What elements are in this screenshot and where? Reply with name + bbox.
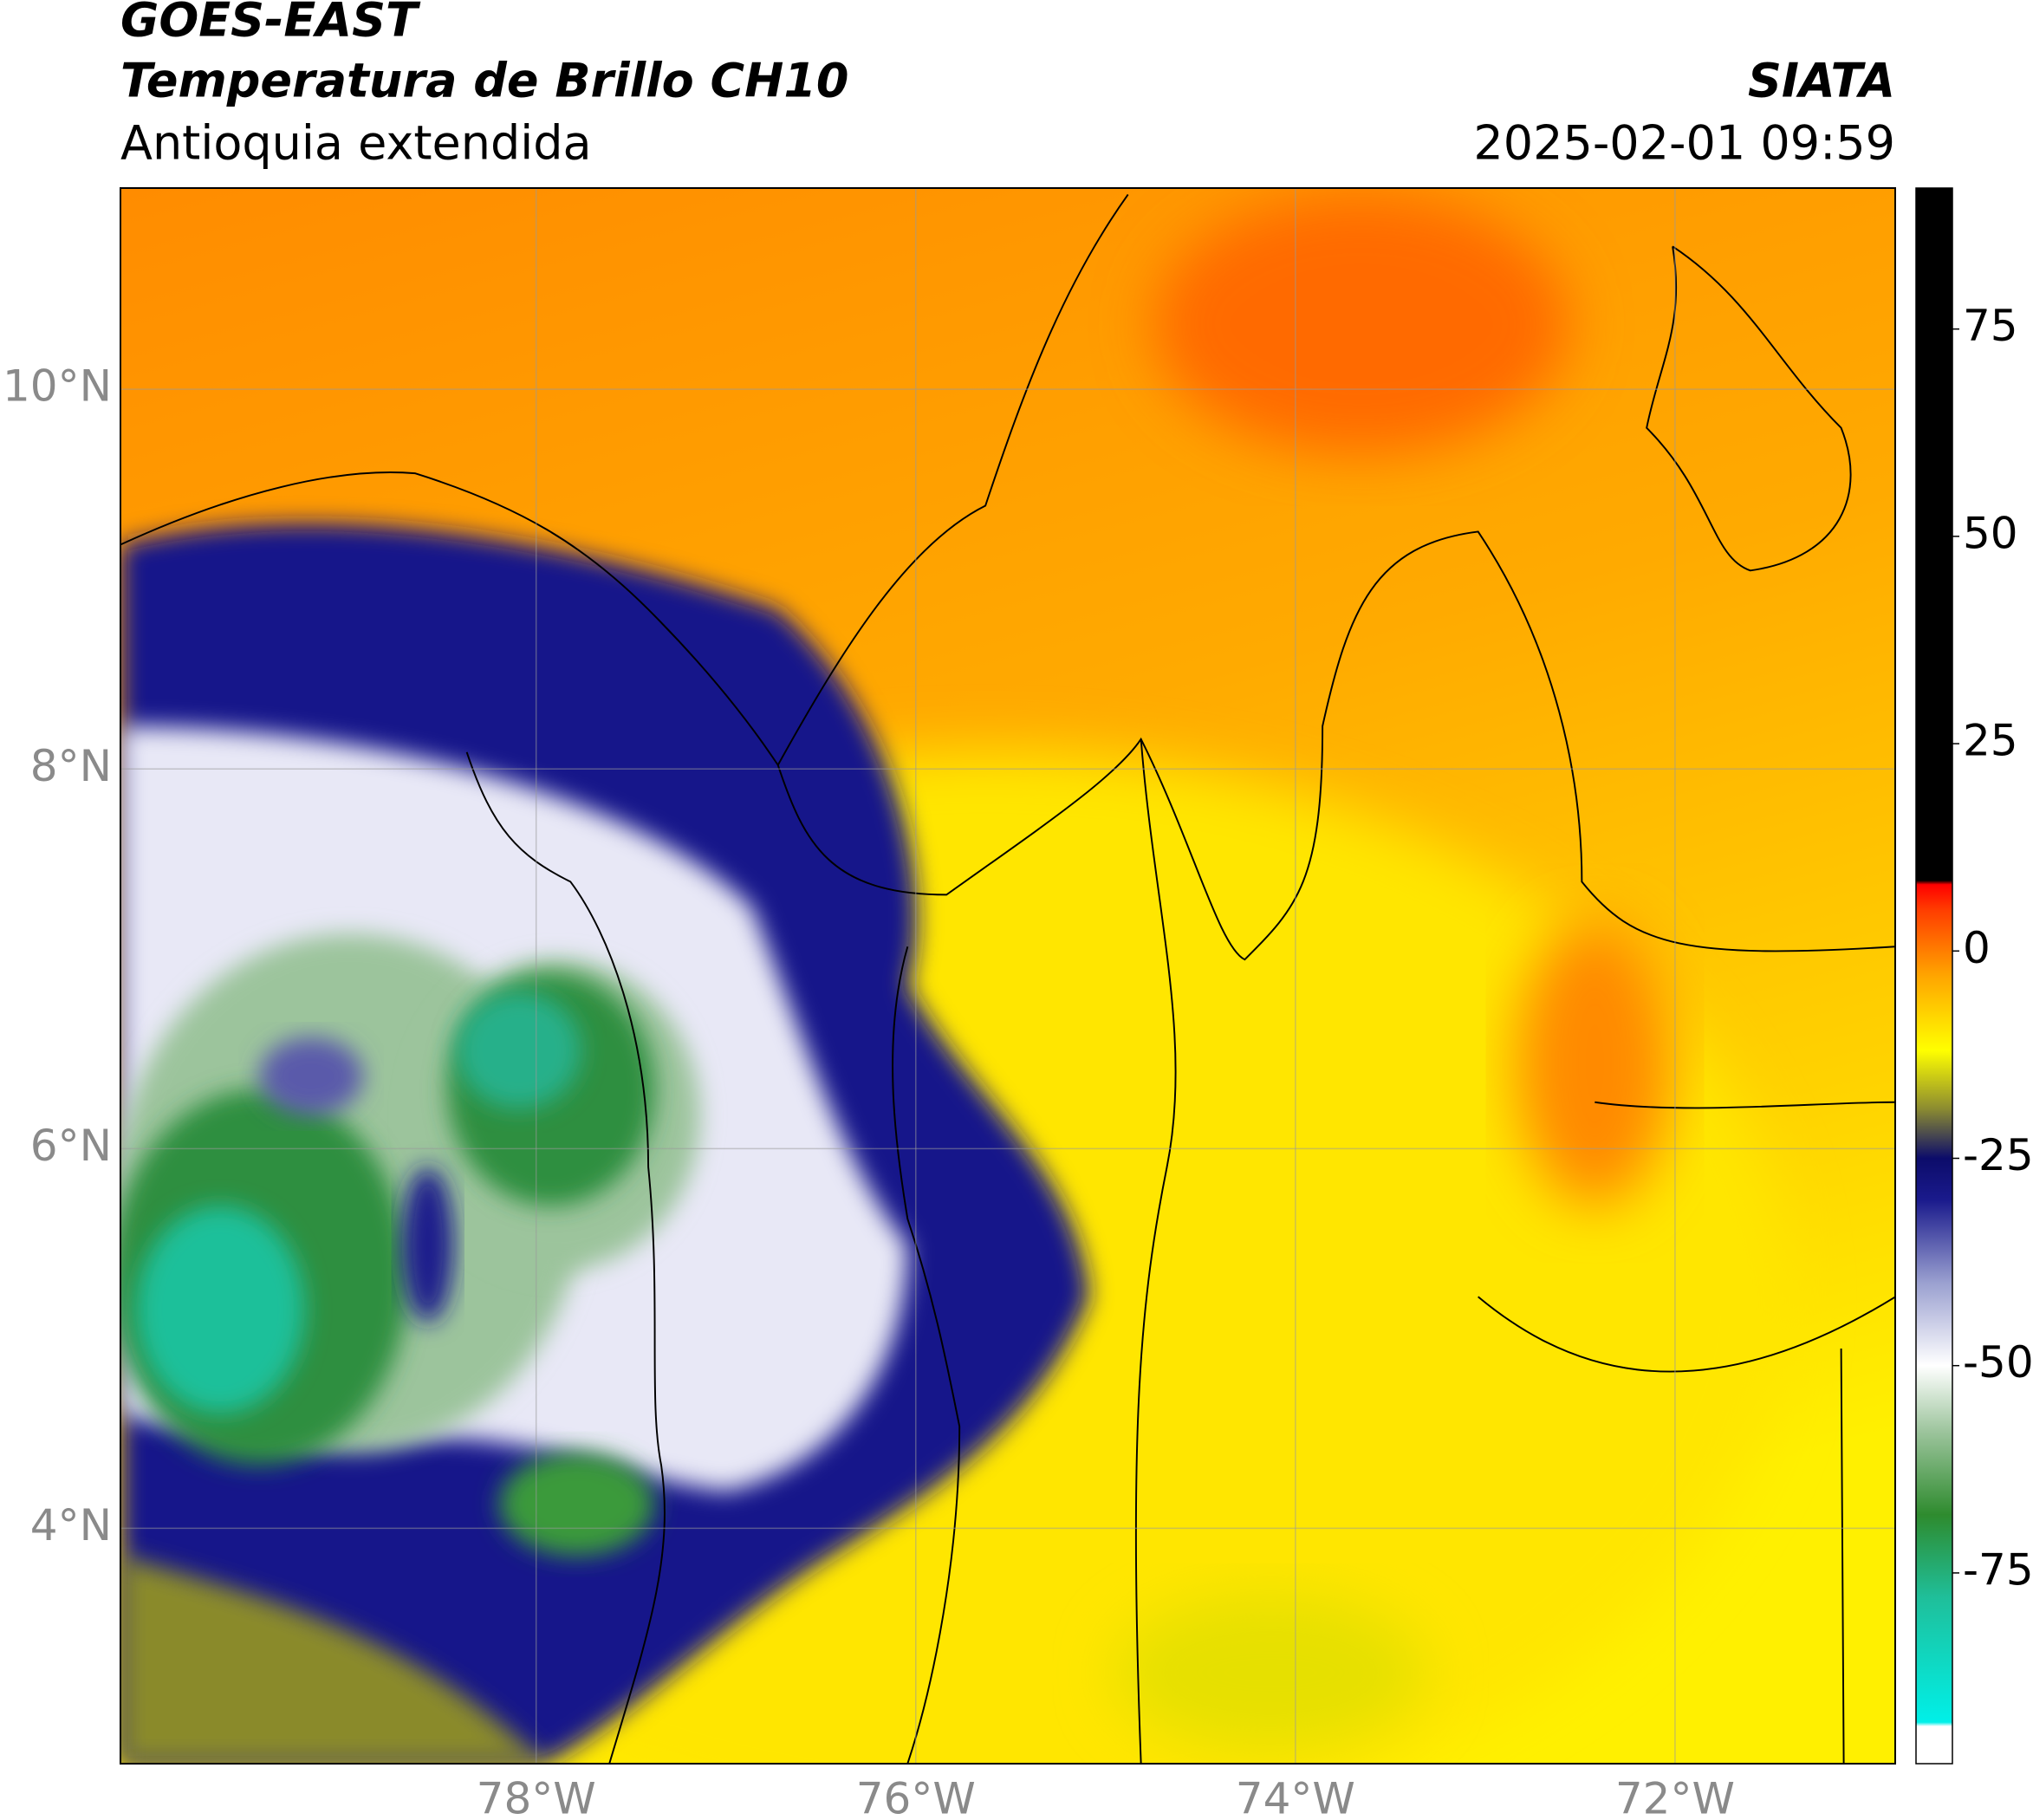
colorbar-tick-label: 50	[1963, 508, 2018, 558]
colorbar-tick-label: 0	[1963, 923, 1991, 973]
colorbar-tick-label: 25	[1963, 716, 2018, 766]
lat-tick-label: 10°N	[3, 361, 112, 412]
satellite-image	[120, 188, 1895, 1764]
borders	[120, 193, 1895, 1764]
lon-tick-label: 74°W	[1236, 1774, 1355, 1820]
lon-tick-label: 76°W	[856, 1774, 976, 1820]
lon-tick-label: 78°W	[477, 1774, 596, 1820]
map-frame	[120, 187, 1896, 1765]
colorbar-scale	[1915, 187, 1953, 1765]
graticule	[120, 188, 1895, 1764]
colorbar-tick-label: -25	[1963, 1130, 2033, 1180]
lat-tick-label: 8°N	[30, 741, 112, 791]
title: GOES-EAST	[120, 0, 421, 48]
subtitle: Temperatura de Brillo CH10	[120, 54, 849, 108]
colorbar-tick-label: 75	[1963, 301, 2018, 351]
colorbar-tick-label: -50	[1963, 1337, 2033, 1388]
lat-tick-label: 6°N	[30, 1121, 112, 1171]
cloud-field	[120, 194, 1789, 1764]
datetime: 2025-02-01 09:59	[1473, 116, 1895, 171]
region: Antioquia extendida	[120, 116, 592, 171]
lon-tick-label: 72°W	[1615, 1774, 1735, 1820]
colorbar: 75 50 25 0 -25 -50 -75	[1915, 187, 2033, 1765]
lat-tick-label: 4°N	[30, 1500, 112, 1550]
colorbar-tick-label: -75	[1963, 1544, 2033, 1595]
source: SIATA	[1748, 54, 1895, 108]
